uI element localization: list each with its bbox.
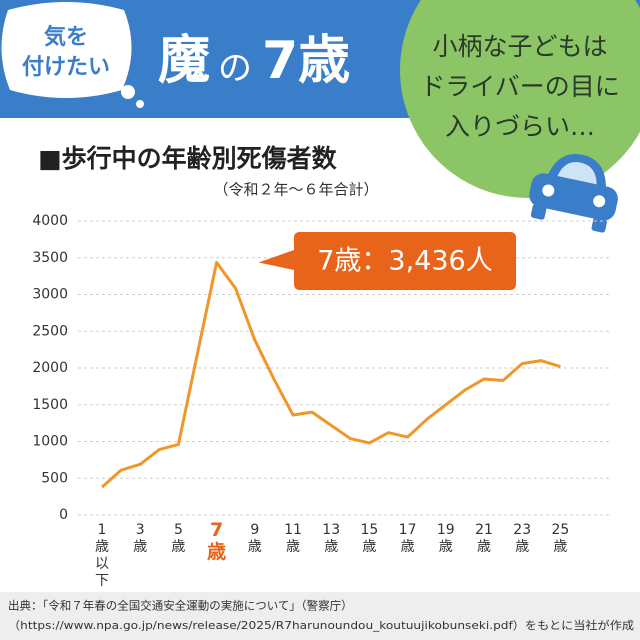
chart-subtitle: （令和２年～６年合計） (213, 181, 378, 199)
callout (258, 232, 516, 290)
bubble-text: 小柄な子どもは (432, 32, 607, 61)
y-tick-label: 3000 (32, 287, 68, 303)
cloud-dot (121, 85, 135, 99)
badge-text: 付けたい (22, 55, 110, 80)
x-tick-label: 25 歳 (551, 522, 569, 555)
footer-band (0, 592, 640, 640)
bubble-text: 入りづらい… (445, 112, 595, 141)
y-tick-label: 1000 (32, 434, 68, 450)
x-tick-label: 15 歳 (360, 522, 378, 555)
x-tick-label: 1 歳以下 (95, 522, 109, 589)
bubble-text: ドライバーの目に (420, 72, 620, 101)
badge-text: 気を (44, 24, 88, 50)
x-tick-label: 23 歳 (513, 522, 531, 555)
y-tick-label: 2500 (32, 323, 68, 339)
source-text: （https://www.npa.go.jp/news/release/2025… (8, 618, 634, 632)
x-tick-label: 17 歳 (399, 522, 417, 555)
cloud-dot (136, 100, 144, 108)
main-title: 7歳 (262, 31, 350, 91)
x-tick-label: 11 歳 (284, 522, 302, 555)
data-line (101, 260, 561, 489)
x-tick-label: 21 歳 (475, 522, 493, 555)
chart-title: ■歩行中の年齢別死傷者数 (38, 144, 338, 173)
main-title: の (218, 49, 252, 89)
y-tick-label: 2000 (32, 360, 68, 376)
y-tick-label: 1500 (32, 397, 68, 413)
x-tick-label: 19 歳 (437, 522, 455, 555)
y-tick-label: 500 (41, 470, 68, 486)
y-tick-label: 4000 (32, 213, 68, 229)
badge-cloud (1, 2, 132, 98)
annotation: 7歳：3,436人 (317, 246, 492, 277)
main-title: 魔 (158, 31, 210, 91)
x-tick-label: 13 歳 (322, 522, 340, 555)
source-text: 出典：「令和７年春の全国交通安全運動の実施について」（警察庁） (8, 599, 353, 613)
bubble-circle (400, 0, 640, 198)
y-tick-label: 0 (59, 507, 68, 523)
y-tick-label: 3500 (32, 250, 68, 266)
